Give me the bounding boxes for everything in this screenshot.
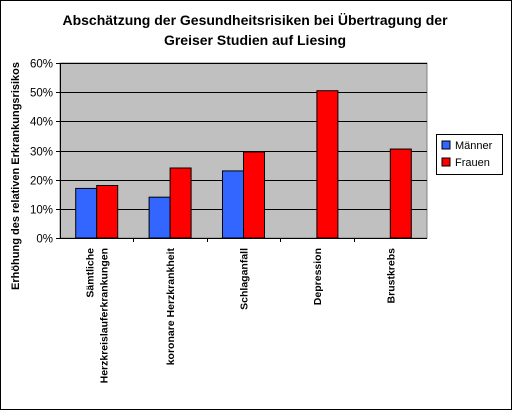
x-category-label: Sämtliche	[85, 248, 97, 298]
x-category-label: koronare Herzkrankheit	[165, 247, 177, 365]
bar-frauen	[169, 167, 192, 239]
legend-swatch	[441, 157, 451, 167]
bar-frauen	[316, 90, 339, 239]
y-tick-label: 0%	[36, 234, 53, 246]
y-tick-label: 10%	[30, 205, 53, 217]
x-category-label: Brustkrebs	[385, 248, 397, 304]
y-tick-label: 20%	[30, 176, 53, 188]
y-axis-label: Erhöhung des relativen Erkrankungsrisiko…	[10, 62, 22, 290]
y-tick-label: 30%	[30, 147, 53, 159]
x-category-label: Depression	[312, 248, 324, 305]
bar-frauen	[243, 151, 265, 239]
bar-maenner	[222, 170, 244, 239]
bar-maenner	[148, 196, 171, 239]
y-tick-label: 40%	[30, 117, 53, 129]
bar-frauen	[96, 185, 119, 239]
chart-title-line-1: Abschätzung der Gesundheitsrisiken bei Ü…	[62, 12, 448, 28]
x-category-label: Schlaganfall	[239, 248, 251, 310]
y-tick-label: 60%	[30, 59, 53, 71]
chart-title-line-2: Greiser Studien auf Liesing	[163, 32, 347, 48]
y-tick-label: 50%	[30, 88, 53, 100]
legend-label: Frauen	[455, 157, 490, 169]
legend-label: Männer	[455, 140, 493, 152]
bar-frauen	[389, 148, 412, 239]
bar-maenner	[75, 187, 98, 239]
legend-swatch	[441, 140, 451, 150]
x-category-label: Herzkreislauferkrankungen	[99, 248, 111, 383]
